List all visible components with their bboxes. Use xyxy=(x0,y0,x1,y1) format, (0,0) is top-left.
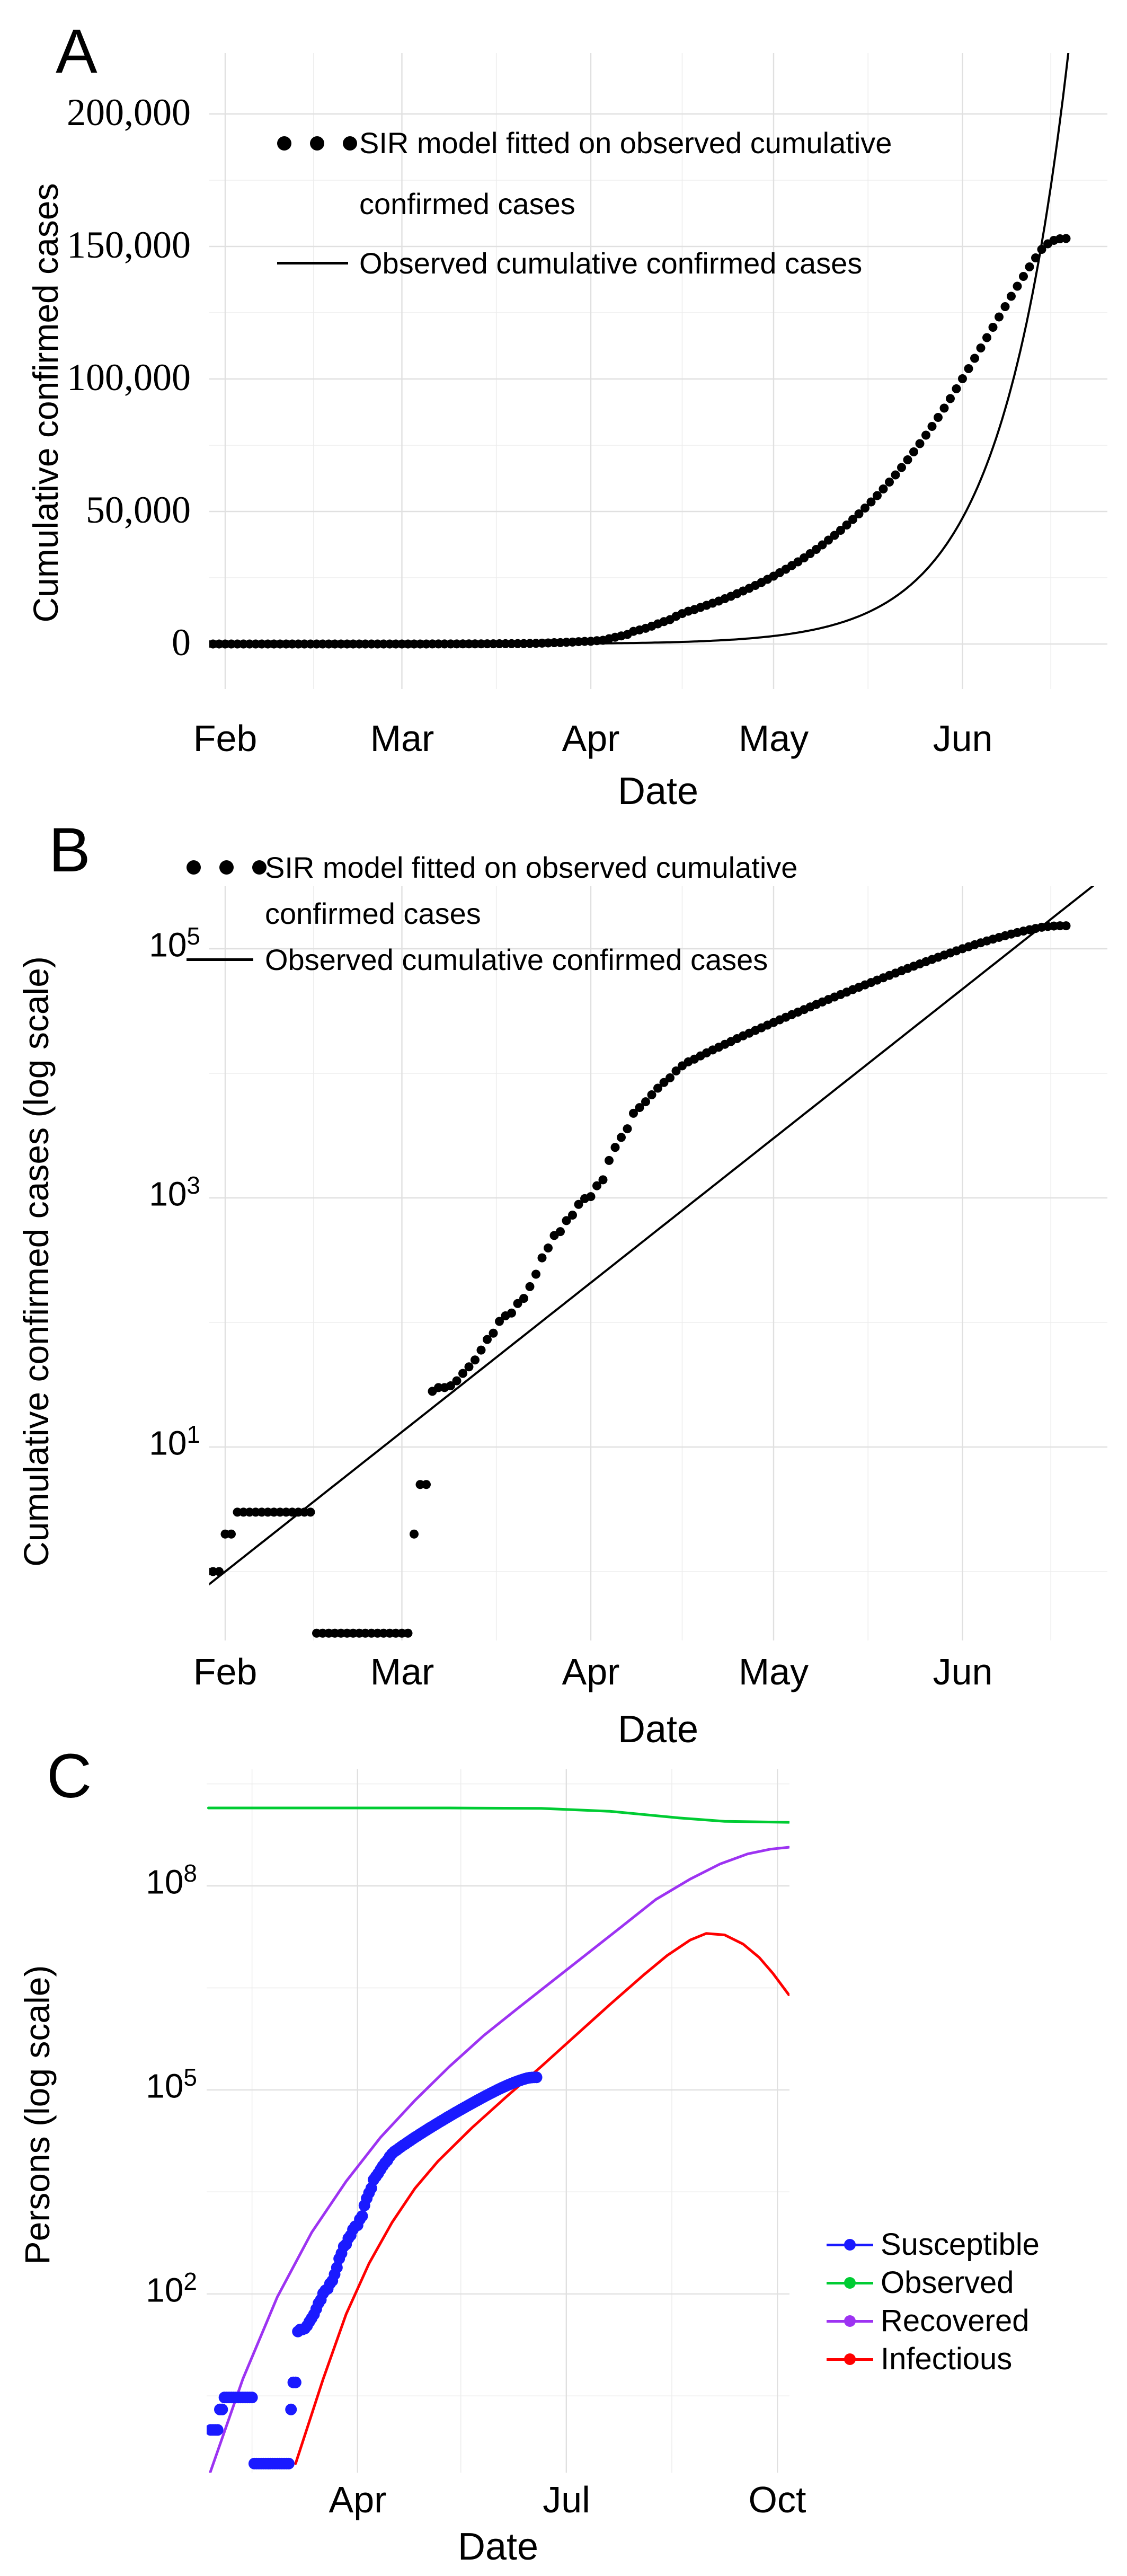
observed-series-key-icon xyxy=(827,2277,873,2289)
x-tick-label: Mar xyxy=(370,1651,434,1692)
x-tick-label: Feb xyxy=(193,718,258,759)
legend-a-line1: SIR model fitted on observed cumulative xyxy=(359,126,892,160)
legend-b-line3: Observed cumulative confirmed cases xyxy=(265,943,768,976)
panel-a-x-axis-title: Date xyxy=(617,770,699,813)
legend-item-susceptible: Susceptible xyxy=(827,2226,1040,2264)
legend-item-label: Susceptible xyxy=(881,2227,1040,2262)
y-tick-label: 108 xyxy=(146,1859,197,1901)
panel-c-label: C xyxy=(47,1741,92,1811)
legend-item-infectious: Infectious xyxy=(827,2340,1040,2378)
y-tick-label: 101 xyxy=(149,1421,200,1462)
dotted-series-key-icon xyxy=(187,860,267,877)
panel-b-y-axis-title: Cumulative confirmed cases (log scale) xyxy=(16,956,56,1567)
panel-b-label: B xyxy=(49,815,91,885)
y-tick-label: 200,000 xyxy=(67,91,191,134)
recovered-series-key-icon xyxy=(827,2315,873,2327)
legend-item-recovered: Recovered xyxy=(827,2302,1040,2340)
legend-item-label: Observed xyxy=(881,2265,1014,2300)
y-tick-label: 103 xyxy=(149,1171,200,1213)
panel-c-x-axis-title: Date xyxy=(457,2526,539,2568)
x-tick-label: Apr xyxy=(562,718,620,759)
y-tick-label: 0 xyxy=(172,621,191,664)
y-tick-label: 105 xyxy=(149,922,200,964)
legend-item-label: Recovered xyxy=(881,2304,1030,2338)
panel-c-y-axis-title: Persons (log scale) xyxy=(17,1965,57,2265)
x-tick-label: May xyxy=(738,1651,809,1692)
legend-b-line1: SIR model fitted on observed cumulative xyxy=(265,851,798,884)
panel-c-plot xyxy=(207,1769,789,2473)
x-tick-label: May xyxy=(738,718,809,759)
x-tick-label: Mar xyxy=(370,718,434,759)
x-tick-label: Oct xyxy=(748,2479,806,2520)
y-tick-label: 105 xyxy=(146,2063,197,2105)
panel-a-plot xyxy=(209,53,1107,689)
legend-item-label: Infectious xyxy=(881,2342,1013,2376)
panel-a-label: A xyxy=(56,16,97,86)
x-tick-label: Apr xyxy=(562,1651,620,1692)
legend-item-observed: Observed xyxy=(827,2264,1040,2302)
solid-series-key-icon xyxy=(277,262,348,264)
x-tick-label: Feb xyxy=(193,1651,258,1692)
legend-b-line2: confirmed cases xyxy=(265,897,481,930)
solid-series-key-icon xyxy=(187,958,253,961)
y-tick-label: 102 xyxy=(146,2268,197,2309)
legend-panel-c: Susceptible Observed Recovered Infectious xyxy=(827,2226,1040,2378)
legend-a-line3: Observed cumulative confirmed cases xyxy=(359,246,863,280)
y-tick-label: 100,000 xyxy=(67,356,191,399)
infectious-series-key-icon xyxy=(827,2353,873,2366)
x-tick-label: Jun xyxy=(933,1651,993,1692)
y-tick-label: 50,000 xyxy=(86,489,191,531)
dotted-series-key-icon xyxy=(277,136,357,153)
legend-a-line2: confirmed cases xyxy=(359,187,575,220)
x-tick-label: Jun xyxy=(933,718,993,759)
susceptible-series-key-icon xyxy=(827,2238,873,2251)
panel-b-x-axis-title: Date xyxy=(617,1708,699,1751)
y-tick-label: 150,000 xyxy=(67,224,191,266)
x-tick-label: Apr xyxy=(329,2479,387,2520)
x-tick-label: Jul xyxy=(543,2479,590,2520)
panel-b-plot xyxy=(209,886,1107,1640)
